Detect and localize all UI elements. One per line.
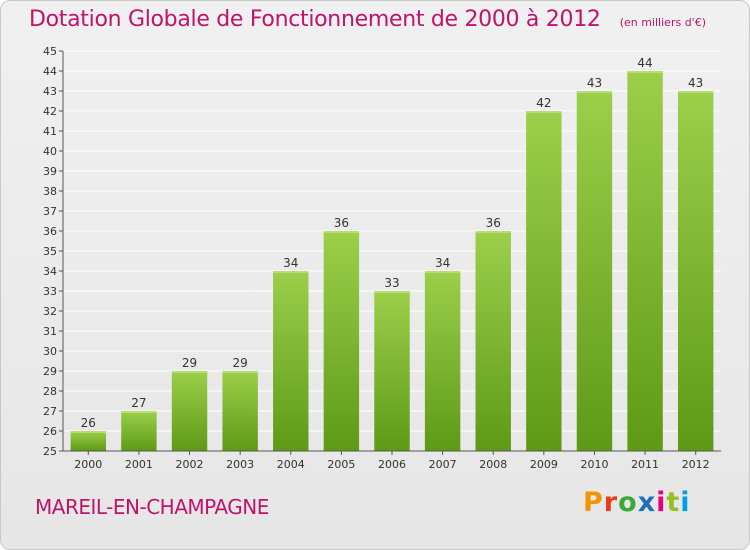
y-tick-label: 28	[43, 385, 57, 398]
y-tick-label: 44	[43, 65, 57, 78]
y-tick-label: 41	[43, 125, 57, 138]
data-label: 43	[587, 76, 602, 90]
y-tick-label: 25	[43, 445, 57, 458]
data-label: 44	[637, 56, 652, 70]
bar-top-highlight	[526, 111, 562, 113]
data-label: 43	[688, 76, 703, 90]
bar	[121, 411, 157, 451]
bar-top-highlight	[121, 411, 157, 413]
y-tick-label: 39	[43, 165, 57, 178]
data-label: 36	[334, 216, 349, 230]
bar-top-highlight	[70, 431, 107, 433]
bar	[576, 91, 613, 451]
data-labels: 26 27 29 29 34 36 33 34 36 42 43 44 43	[81, 56, 704, 430]
x-tick-label: 2011	[631, 458, 659, 471]
bar	[70, 431, 107, 451]
title-row: Dotation Globale de Fonctionnement de 20…	[29, 7, 706, 32]
brand-letter: i	[680, 487, 691, 518]
x-tick-label: 2008	[479, 458, 507, 471]
x-tick-label: 2000	[74, 458, 102, 471]
brand-letter: t	[666, 487, 681, 518]
brand-letter: i	[656, 487, 667, 518]
y-tick-label: 37	[43, 205, 57, 218]
bar	[323, 231, 360, 451]
x-tick-label: 2004	[277, 458, 305, 471]
brand-letter: x	[637, 487, 657, 518]
y-tick-label: 42	[43, 105, 57, 118]
bar-top-highlight	[677, 91, 714, 93]
axes: 25 26 27 28 29 30 31 32 33 34 35 36 37 38 39 40 41 42 43 44…	[43, 45, 721, 471]
proxiti-logo[interactable]: Proxiti	[583, 487, 691, 518]
chart-title: Dotation Globale de Fonctionnement de 20…	[29, 7, 601, 32]
y-tick-label: 40	[43, 145, 57, 158]
data-label: 26	[81, 416, 96, 430]
y-tick-label: 43	[43, 85, 57, 98]
bar	[273, 271, 309, 451]
x-tick-label: 2003	[226, 458, 254, 471]
bar-top-highlight	[374, 291, 410, 293]
brand-letter: P	[583, 487, 604, 518]
bar	[374, 291, 410, 451]
x-tick-label: 2010	[580, 458, 608, 471]
y-tick-label: 31	[43, 325, 57, 338]
y-tick-label: 35	[43, 245, 57, 258]
bar	[424, 271, 461, 451]
chart-subtitle: (en milliers d'€)	[619, 16, 706, 29]
data-label: 34	[283, 256, 298, 270]
data-label: 36	[486, 216, 501, 230]
data-label: 27	[131, 396, 146, 410]
bar-top-highlight	[171, 371, 208, 373]
brand-letter: r	[603, 487, 619, 518]
x-tick-label: 2005	[327, 458, 355, 471]
x-tick-label: 2006	[378, 458, 406, 471]
data-label: 29	[233, 356, 248, 370]
bar	[222, 371, 258, 451]
bar-top-highlight	[424, 271, 461, 273]
commune-name: MAREIL-EN-CHAMPAGNE	[35, 495, 269, 519]
bar-top-highlight	[323, 231, 360, 233]
data-label: 34	[435, 256, 450, 270]
data-label: 33	[384, 276, 399, 290]
y-tick-label: 36	[43, 225, 57, 238]
bar-top-highlight	[627, 71, 663, 73]
data-label: 42	[536, 96, 551, 110]
x-tick-label: 2002	[176, 458, 204, 471]
y-tick-label: 45	[43, 45, 57, 58]
bar-top-highlight	[576, 91, 613, 93]
bar	[171, 371, 208, 451]
x-tick-label: 2001	[125, 458, 153, 471]
y-tick-label: 30	[43, 345, 57, 358]
x-tick-label: 2007	[429, 458, 457, 471]
bar	[627, 71, 663, 451]
x-tick-label: 2009	[530, 458, 558, 471]
y-tick-label: 32	[43, 305, 57, 318]
y-tick-label: 33	[43, 285, 57, 298]
y-tick-label: 38	[43, 185, 57, 198]
y-tick-label: 29	[43, 365, 57, 378]
y-tick-label: 34	[43, 265, 57, 278]
bar-top-highlight	[273, 271, 309, 273]
y-tick-label: 26	[43, 425, 57, 438]
brand-letter: o	[618, 487, 638, 518]
bar-top-highlight	[475, 231, 511, 233]
bars	[70, 71, 714, 451]
y-tick-label: 27	[43, 405, 57, 418]
bar	[526, 111, 562, 451]
data-label: 29	[182, 356, 197, 370]
x-tick-label: 2012	[682, 458, 710, 471]
bar	[677, 91, 714, 451]
bar	[475, 231, 511, 451]
bar-top-highlight	[222, 371, 258, 373]
